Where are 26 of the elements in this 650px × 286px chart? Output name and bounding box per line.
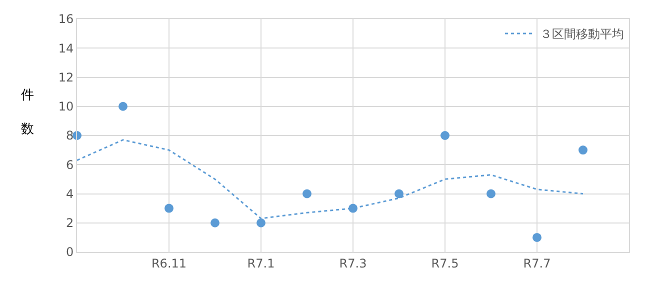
y-tick-label: 0 bbox=[66, 245, 74, 260]
point bbox=[532, 232, 542, 242]
point bbox=[302, 189, 312, 198]
point bbox=[164, 204, 174, 213]
x-tick-label: R7.5 bbox=[431, 256, 459, 270]
x-tick-label: R7.1 bbox=[247, 256, 275, 270]
y-tick-label: 4 bbox=[66, 186, 74, 201]
x-tick-label: R7.3 bbox=[339, 256, 367, 270]
text: 件数 bbox=[21, 88, 34, 137]
point bbox=[210, 218, 220, 228]
y-tick-label: 10 bbox=[58, 100, 74, 114]
y-tick-label: 8 bbox=[66, 128, 74, 143]
y-tick-label: 6 bbox=[66, 158, 74, 172]
point bbox=[118, 102, 128, 111]
point bbox=[578, 146, 588, 155]
x-tick-label: R6.11 bbox=[151, 256, 187, 270]
x-tick-label: R7.7 bbox=[523, 256, 551, 270]
point bbox=[394, 189, 404, 198]
y-tick-label: 2 bbox=[66, 216, 74, 230]
y-tick-label: 14 bbox=[58, 41, 74, 56]
y-tick-label: 16 bbox=[58, 12, 74, 26]
point bbox=[256, 218, 266, 228]
point bbox=[486, 189, 496, 198]
point bbox=[440, 131, 450, 140]
y-tick-label: 12 bbox=[58, 70, 74, 84]
legend-label: ３区間移動平均 bbox=[540, 27, 624, 42]
